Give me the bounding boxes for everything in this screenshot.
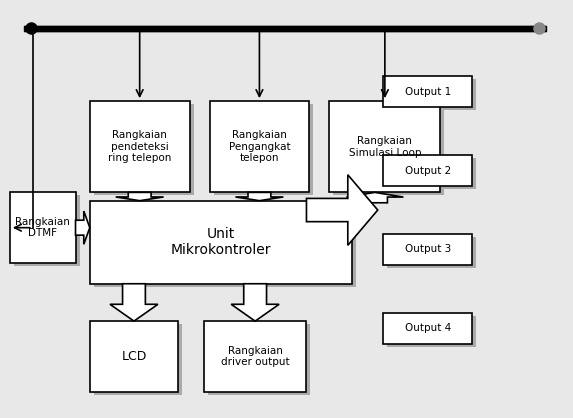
Polygon shape (346, 192, 403, 203)
Text: Unit
Mikrokontroler: Unit Mikrokontroler (171, 227, 271, 257)
Polygon shape (307, 175, 378, 245)
Bar (383, 234, 472, 265)
Polygon shape (110, 284, 158, 321)
Bar (90, 201, 352, 284)
Bar (387, 237, 476, 268)
Bar (94, 104, 194, 195)
Bar (387, 316, 476, 347)
Bar (383, 313, 472, 344)
Bar (329, 101, 441, 192)
Text: LCD: LCD (121, 350, 147, 363)
Bar (387, 158, 476, 189)
Bar (94, 324, 182, 395)
Text: Rangkaian
DTMF: Rangkaian DTMF (15, 217, 70, 239)
Bar (387, 79, 476, 110)
Text: Output 3: Output 3 (405, 245, 451, 255)
Bar (214, 104, 313, 195)
Bar (90, 321, 178, 392)
Text: Rangkaian
pendeteksi
ring telepon: Rangkaian pendeteksi ring telepon (108, 130, 171, 163)
Bar (14, 195, 80, 266)
Text: Rangkaian
Simulasi Loop: Rangkaian Simulasi Loop (348, 136, 421, 158)
Bar (208, 324, 311, 395)
Polygon shape (116, 192, 164, 201)
Bar (10, 192, 76, 263)
Bar (210, 101, 309, 192)
Polygon shape (236, 192, 284, 201)
Text: Output 1: Output 1 (405, 87, 451, 97)
Text: Output 2: Output 2 (405, 166, 451, 176)
Text: Rangkaian
Pengangkat
telepon: Rangkaian Pengangkat telepon (229, 130, 291, 163)
Bar (94, 204, 356, 287)
Polygon shape (76, 211, 90, 244)
Bar (383, 155, 472, 186)
Polygon shape (231, 284, 279, 321)
Bar (333, 104, 445, 195)
Bar (204, 321, 307, 392)
Text: Rangkaian
driver output: Rangkaian driver output (221, 346, 289, 367)
Text: Output 4: Output 4 (405, 324, 451, 334)
Bar (90, 101, 190, 192)
Bar (383, 76, 472, 107)
